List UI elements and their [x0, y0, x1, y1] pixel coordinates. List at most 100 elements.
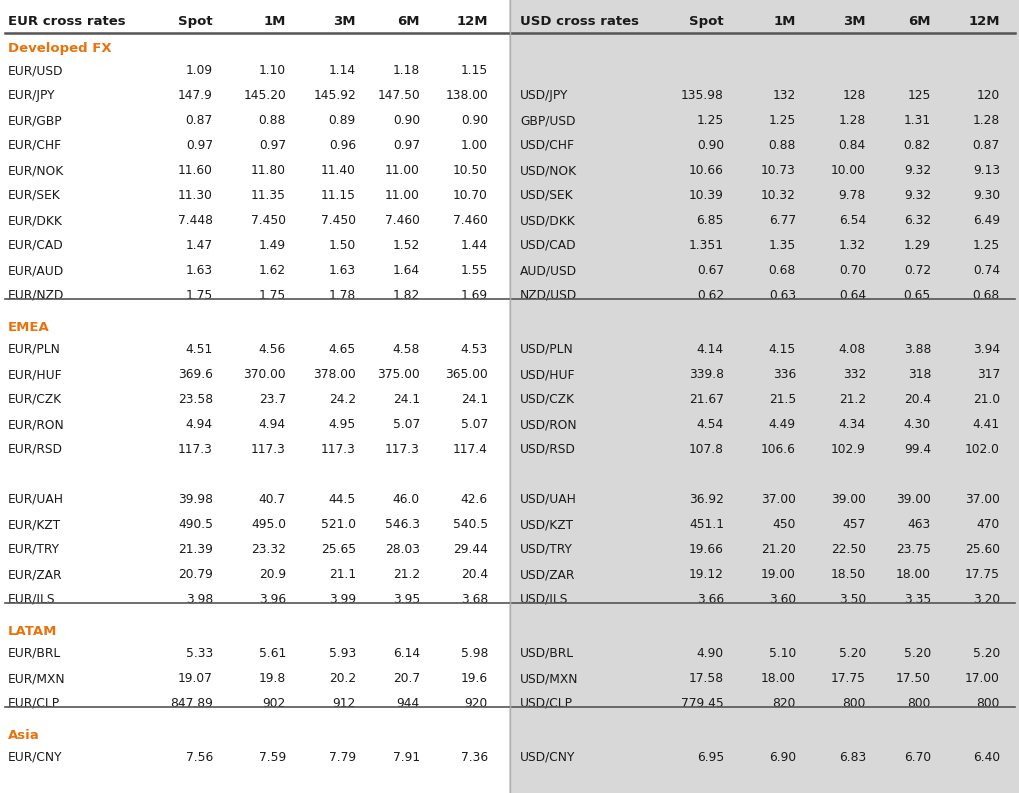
Text: 4.95: 4.95 — [328, 418, 356, 431]
Text: 820: 820 — [771, 697, 795, 710]
Text: 9.32: 9.32 — [903, 189, 930, 202]
Text: 1.29: 1.29 — [903, 239, 930, 252]
Text: 6.40: 6.40 — [972, 751, 999, 764]
Text: 5.07: 5.07 — [392, 418, 420, 431]
Text: 1.62: 1.62 — [259, 264, 285, 277]
Text: 125: 125 — [907, 89, 930, 102]
Text: 1.75: 1.75 — [259, 289, 285, 302]
Text: 4.56: 4.56 — [259, 343, 285, 356]
Text: 10.39: 10.39 — [689, 189, 723, 202]
Text: USD/ZAR: USD/ZAR — [520, 568, 575, 581]
Text: 4.65: 4.65 — [328, 343, 356, 356]
Text: 6.95: 6.95 — [696, 751, 723, 764]
Text: USD/MXN: USD/MXN — [520, 672, 578, 685]
Text: 495.0: 495.0 — [251, 518, 285, 531]
Text: USD/RSD: USD/RSD — [520, 443, 576, 456]
Text: 36.92: 36.92 — [689, 493, 723, 506]
Text: 135.98: 135.98 — [681, 89, 723, 102]
Text: EUR/ILS: EUR/ILS — [8, 593, 55, 606]
Text: 4.15: 4.15 — [768, 343, 795, 356]
Text: USD/ILS: USD/ILS — [520, 593, 568, 606]
Text: 107.8: 107.8 — [688, 443, 723, 456]
Text: USD/CAD: USD/CAD — [520, 239, 576, 252]
Text: 3M: 3M — [333, 15, 356, 28]
Text: 1.28: 1.28 — [838, 114, 865, 127]
Text: 1.52: 1.52 — [392, 239, 420, 252]
Text: 9.30: 9.30 — [972, 189, 999, 202]
Text: USD/CNY: USD/CNY — [520, 751, 575, 764]
Text: 1.69: 1.69 — [461, 289, 487, 302]
Text: 1M: 1M — [772, 15, 795, 28]
Text: 800: 800 — [907, 697, 930, 710]
Text: 11.40: 11.40 — [321, 164, 356, 177]
Text: 1.47: 1.47 — [185, 239, 213, 252]
Text: 6M: 6M — [397, 15, 420, 28]
Text: 470: 470 — [976, 518, 999, 531]
Text: LATAM: LATAM — [8, 625, 57, 638]
Text: 318: 318 — [907, 368, 930, 381]
Text: 1.18: 1.18 — [392, 64, 420, 77]
Text: 20.7: 20.7 — [392, 672, 420, 685]
Text: 17.00: 17.00 — [964, 672, 999, 685]
Text: 365.00: 365.00 — [445, 368, 487, 381]
Text: 132: 132 — [772, 89, 795, 102]
Text: 3.20: 3.20 — [972, 593, 999, 606]
Text: 18.00: 18.00 — [895, 568, 930, 581]
Text: 21.2: 21.2 — [392, 568, 420, 581]
Text: 19.00: 19.00 — [760, 568, 795, 581]
Text: Spot: Spot — [689, 15, 723, 28]
Text: 42.6: 42.6 — [461, 493, 487, 506]
Text: EUR/KZT: EUR/KZT — [8, 518, 61, 531]
Text: 317: 317 — [976, 368, 999, 381]
Text: 6M: 6M — [908, 15, 930, 28]
Text: 0.90: 0.90 — [461, 114, 487, 127]
Text: 920: 920 — [465, 697, 487, 710]
Text: 117.3: 117.3 — [178, 443, 213, 456]
Text: 378.00: 378.00 — [313, 368, 356, 381]
Text: 21.1: 21.1 — [328, 568, 356, 581]
Text: 102.0: 102.0 — [964, 443, 999, 456]
Text: 20.4: 20.4 — [461, 568, 487, 581]
Text: Spot: Spot — [178, 15, 213, 28]
Text: 779.45: 779.45 — [681, 697, 723, 710]
Text: 0.84: 0.84 — [838, 139, 865, 152]
Text: 37.00: 37.00 — [964, 493, 999, 506]
Text: 21.20: 21.20 — [760, 543, 795, 556]
Text: EUR/CLP: EUR/CLP — [8, 697, 60, 710]
Text: 3.95: 3.95 — [392, 593, 420, 606]
Text: 106.6: 106.6 — [760, 443, 795, 456]
Text: 4.14: 4.14 — [696, 343, 723, 356]
Text: USD/KZT: USD/KZT — [520, 518, 574, 531]
Text: 145.92: 145.92 — [313, 89, 356, 102]
Text: 0.97: 0.97 — [185, 139, 213, 152]
Text: 6.77: 6.77 — [768, 214, 795, 227]
Text: 12M: 12M — [968, 15, 999, 28]
Text: 21.5: 21.5 — [768, 393, 795, 406]
Text: EUR/CHF: EUR/CHF — [8, 139, 62, 152]
Text: 0.63: 0.63 — [768, 289, 795, 302]
Text: USD/NOK: USD/NOK — [520, 164, 577, 177]
Text: 11.80: 11.80 — [251, 164, 285, 177]
Text: 7.460: 7.460 — [452, 214, 487, 227]
Text: 0.88: 0.88 — [768, 139, 795, 152]
Text: 1.35: 1.35 — [768, 239, 795, 252]
Text: 944: 944 — [396, 697, 420, 710]
Text: 4.94: 4.94 — [259, 418, 285, 431]
Text: 5.61: 5.61 — [259, 647, 285, 660]
Text: 7.450: 7.450 — [321, 214, 356, 227]
Text: 3.60: 3.60 — [768, 593, 795, 606]
Text: 5.20: 5.20 — [972, 647, 999, 660]
Text: 145.20: 145.20 — [243, 89, 285, 102]
Text: 1.31: 1.31 — [903, 114, 930, 127]
Text: 9.32: 9.32 — [903, 164, 930, 177]
Text: 5.93: 5.93 — [328, 647, 356, 660]
Text: 0.87: 0.87 — [185, 114, 213, 127]
Text: 0.70: 0.70 — [838, 264, 865, 277]
Text: 7.448: 7.448 — [178, 214, 213, 227]
Text: 46.0: 46.0 — [392, 493, 420, 506]
Text: EUR/UAH: EUR/UAH — [8, 493, 64, 506]
Text: 6.32: 6.32 — [903, 214, 930, 227]
Text: 0.90: 0.90 — [392, 114, 420, 127]
Text: EUR/RON: EUR/RON — [8, 418, 64, 431]
Text: 3.88: 3.88 — [903, 343, 930, 356]
